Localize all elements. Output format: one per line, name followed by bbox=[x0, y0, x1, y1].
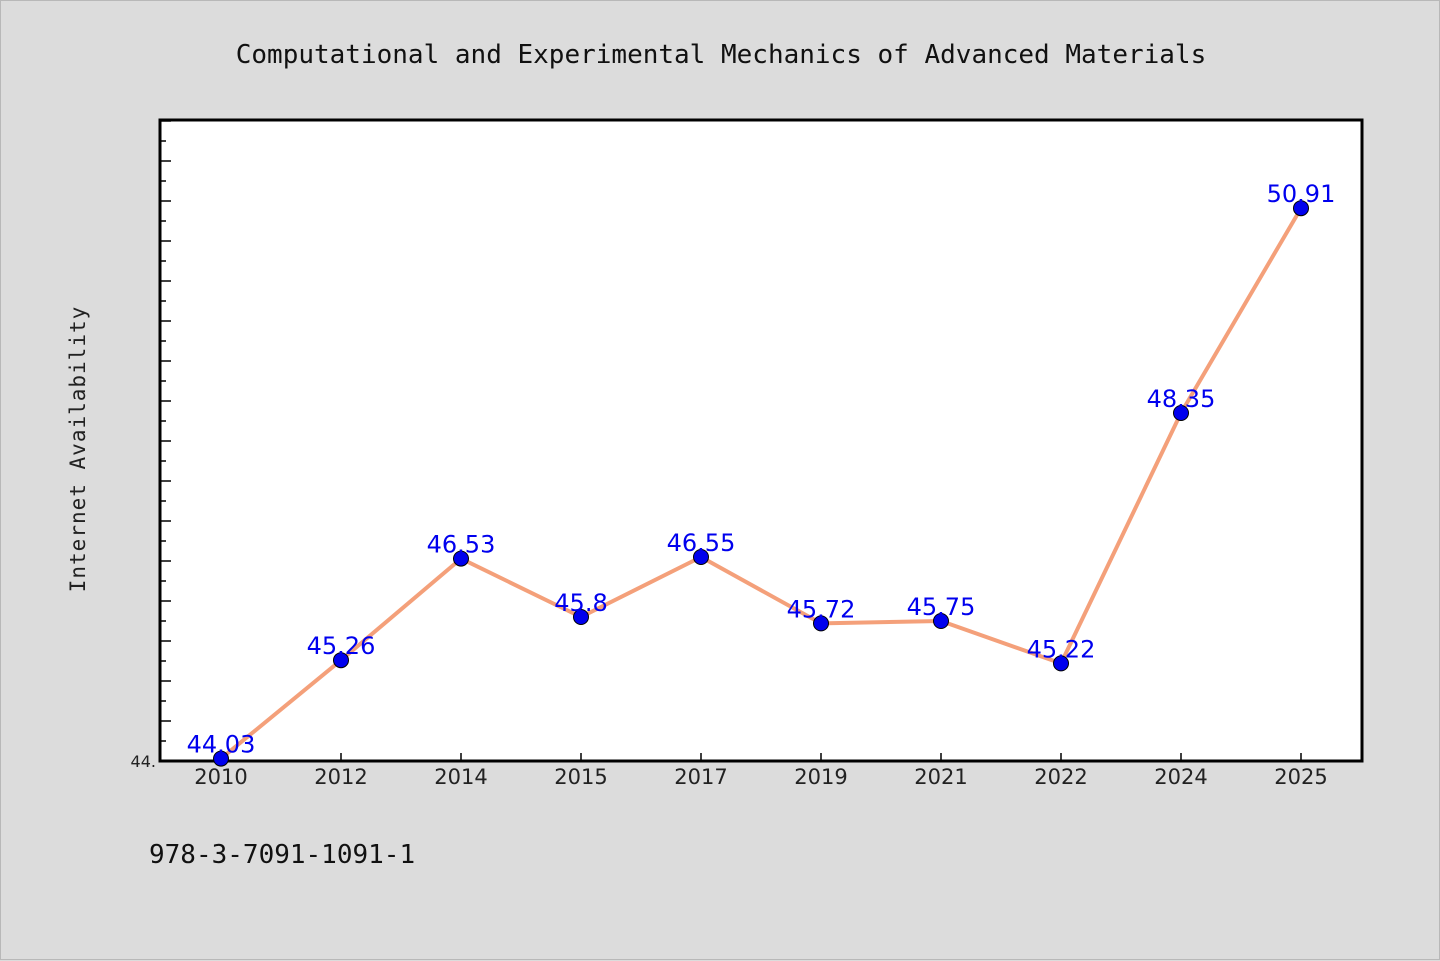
y-axis-ticks bbox=[161, 120, 171, 762]
data-label: 45.75 bbox=[907, 593, 976, 621]
data-point bbox=[1053, 655, 1069, 672]
x-tick-label: 2022 bbox=[1034, 765, 1087, 789]
x-tick-label: 2017 bbox=[674, 765, 727, 789]
data-point bbox=[213, 750, 229, 767]
data-label: 50.91 bbox=[1267, 180, 1336, 208]
data-point bbox=[1173, 405, 1189, 421]
x-tick-label: 2010 bbox=[194, 765, 247, 789]
data-label: 45.72 bbox=[787, 595, 856, 623]
data-label: 45.8 bbox=[554, 589, 607, 617]
x-tick-label: 2012 bbox=[314, 765, 367, 789]
data-label: 48.35 bbox=[1147, 385, 1216, 413]
data-point bbox=[933, 613, 949, 629]
x-tick-label: 2025 bbox=[1274, 765, 1327, 789]
data-point bbox=[453, 550, 469, 567]
footnote-isbn: 978-3-7091-1091-1 bbox=[149, 840, 415, 870]
y-axis-label: Internet Availability bbox=[66, 306, 90, 593]
y-tick-label: 44. bbox=[131, 752, 156, 771]
x-axis-ticks: 2010 2012 2014 2015 2017 2019 2021 2022 2024 2025 bbox=[194, 753, 1328, 789]
data-point bbox=[813, 615, 829, 632]
data-label: 45.26 bbox=[307, 632, 376, 660]
data-label: 46.53 bbox=[427, 531, 496, 559]
data-label: 45.22 bbox=[1027, 635, 1096, 663]
chart-title: Computational and Experimental Mechanics… bbox=[236, 40, 1207, 70]
data-point bbox=[573, 609, 589, 625]
data-point bbox=[693, 549, 709, 565]
x-tick-label: 2021 bbox=[914, 765, 967, 789]
data-label: 44.03 bbox=[187, 731, 256, 759]
data-label: 46.55 bbox=[667, 529, 736, 557]
data-labels: 44.03 45.26 46.53 45.8 46.55 45.72 45.75 45.22 4… bbox=[187, 180, 1336, 758]
data-point bbox=[1293, 200, 1309, 217]
plot-area bbox=[158, 118, 1364, 763]
series-line bbox=[219, 206, 1303, 761]
series-line-group bbox=[219, 206, 1303, 761]
data-points bbox=[213, 200, 1309, 767]
x-tick-label: 2019 bbox=[794, 765, 847, 789]
x-tick-label: 2014 bbox=[434, 765, 487, 789]
x-tick-label: 2015 bbox=[554, 765, 607, 789]
x-tick-label: 2024 bbox=[1154, 765, 1207, 789]
data-point bbox=[333, 652, 349, 669]
